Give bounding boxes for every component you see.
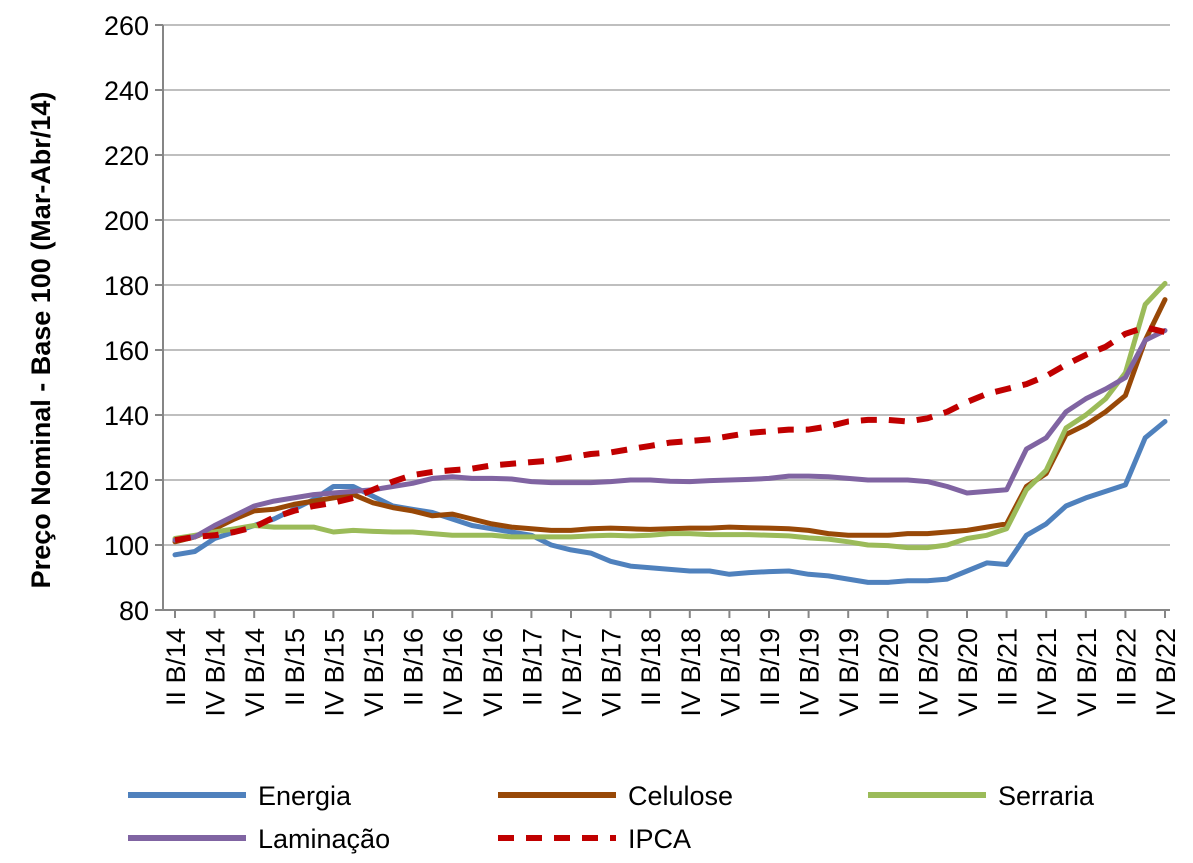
y-tick-label: 160 [104,336,149,366]
legend-label: Energia [258,781,352,811]
x-tick-label: IV B/18 [676,628,706,717]
x-tick-label: IV B/14 [201,628,231,717]
x-tick-label: IV B/17 [557,628,587,717]
x-tick-label: IV B/15 [319,628,349,717]
x-axis-ticks: II B/14 IV B/14 VI B/14 II B/15 IV B/15 VI B/… [161,610,1181,717]
y-tick-label: 80 [119,596,149,626]
y-tick-label: 120 [104,466,149,496]
x-tick-label: II B/14 [161,628,191,706]
x-tick-label: VI B/15 [359,628,389,717]
x-tick-label: II B/16 [399,628,429,706]
x-tick-label: IV B/16 [438,628,468,717]
series-line-laminao [172,328,1168,543]
y-axis-title: Preço Nominal - Base 100 (Mar-Abr/14) [26,92,56,589]
y-tick-label: 220 [104,141,149,171]
x-tick-label: VI B/18 [715,628,745,717]
series-lines [172,280,1168,585]
y-tick-label: 180 [104,271,149,301]
x-tick-label: II B/17 [517,628,547,706]
x-tick-label: VI B/14 [240,628,270,717]
legend-label: Serraria [998,781,1095,811]
series-line-ipca [174,324,1166,544]
y-tick-label: 100 [104,531,149,561]
y-gridlines [163,24,1170,546]
x-tick-label: IV B/19 [795,628,825,717]
x-tick-label: VI B/21 [1072,628,1102,717]
y-tick-label: 140 [104,401,149,431]
x-tick-label: II B/21 [993,628,1023,706]
x-tick-label: VI B/19 [834,628,864,717]
x-tick-label: II B/22 [1111,628,1141,706]
x-tick-label: VI B/17 [597,628,627,717]
series-line-serraria [172,280,1168,551]
x-tick-label: IV B/22 [1151,628,1181,717]
legend: Energia Celulose Serraria Laminação IPCA [128,781,1095,854]
x-tick-label: II B/15 [280,628,310,706]
y-tick-label: 260 [104,11,149,41]
x-tick-label: IV B/20 [913,628,943,717]
x-tick-label: VI B/20 [953,628,983,717]
legend-label: Laminação [258,824,390,854]
x-tick-label: II B/19 [755,628,785,706]
legend-label: Celulose [628,781,733,811]
y-tick-label: 200 [104,206,149,236]
x-tick-label: VI B/16 [478,628,508,717]
x-tick-label: II B/20 [874,628,904,706]
y-tick-label: 240 [104,76,149,106]
x-tick-label: II B/18 [636,628,666,706]
legend-label: IPCA [628,824,691,854]
x-tick-label: IV B/21 [1032,628,1062,717]
y-axis-ticks: 80 100 120 140 160 180 200 220 240 260 [104,11,163,626]
series-line-celulose [172,297,1168,545]
series-line-energia [172,419,1168,585]
